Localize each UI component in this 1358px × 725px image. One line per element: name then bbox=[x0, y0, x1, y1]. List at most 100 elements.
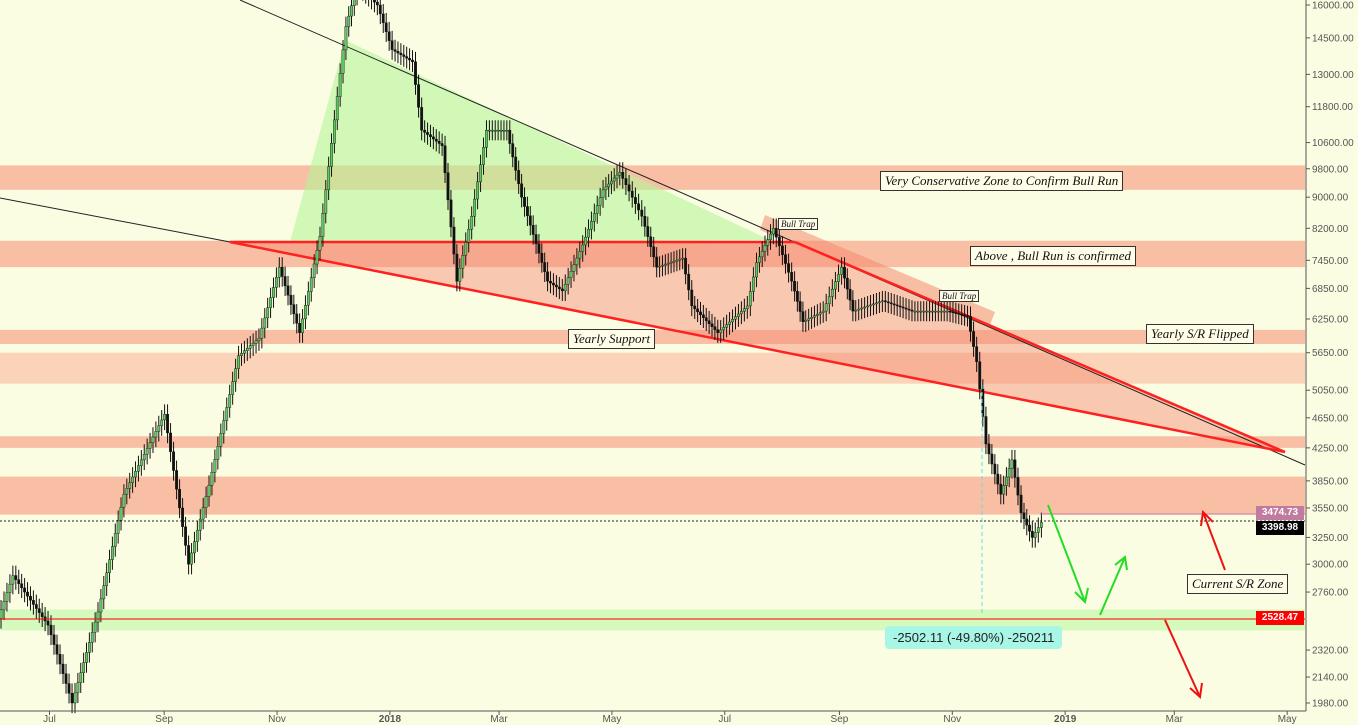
candle-body bbox=[925, 310, 929, 313]
candle-body bbox=[581, 244, 585, 252]
candle-body bbox=[274, 277, 278, 288]
candle-body bbox=[592, 213, 596, 222]
candle-body bbox=[286, 285, 290, 296]
candle-body bbox=[731, 319, 734, 323]
candle-body bbox=[0, 609, 3, 619]
candle-body bbox=[951, 311, 955, 314]
candle-body bbox=[860, 307, 864, 310]
candle-body bbox=[845, 277, 849, 290]
candle-body bbox=[978, 361, 982, 390]
candle-body bbox=[61, 663, 65, 674]
candle-body bbox=[766, 239, 770, 246]
candle-body bbox=[972, 331, 975, 347]
candle-body bbox=[684, 257, 687, 275]
candle-body bbox=[821, 310, 825, 313]
annotation-bull-run: Above , Bull Run is confirmed bbox=[970, 246, 1136, 266]
candle-body bbox=[716, 329, 720, 333]
candle-body bbox=[693, 305, 697, 310]
candle-body bbox=[1028, 524, 1031, 532]
candle-body bbox=[29, 595, 32, 601]
candle-body bbox=[763, 245, 767, 252]
zone bbox=[0, 436, 1305, 448]
candle-body bbox=[76, 682, 80, 694]
candle-body bbox=[907, 308, 911, 311]
time-axis[interactable]: Jul Sep Nov 2018 Mar May Jul Sep Nov 2019 Mar May bbox=[43, 711, 1297, 725]
candle-body bbox=[528, 215, 532, 226]
candle-body bbox=[892, 303, 896, 306]
candle-body bbox=[31, 600, 35, 605]
candle-body bbox=[1033, 532, 1037, 538]
candle-body bbox=[834, 281, 837, 290]
candle-body bbox=[420, 107, 424, 131]
candle-body bbox=[624, 178, 628, 185]
candle-body bbox=[245, 348, 249, 351]
candle-body bbox=[875, 302, 878, 305]
candle-body bbox=[661, 264, 664, 267]
candle-body bbox=[201, 507, 205, 520]
bull-trap-channel bbox=[760, 215, 995, 325]
candle-body bbox=[801, 311, 805, 322]
candle-body bbox=[966, 315, 969, 317]
candle-body bbox=[795, 291, 799, 302]
candle-body bbox=[67, 683, 71, 694]
candle-body bbox=[184, 526, 187, 546]
candle-body bbox=[758, 256, 761, 263]
candle-body bbox=[181, 507, 184, 527]
y-tick-label: 8200.00 bbox=[1312, 224, 1349, 235]
candle-body bbox=[26, 591, 29, 597]
candle-body bbox=[411, 59, 414, 62]
candle-body bbox=[827, 296, 831, 304]
candle-body bbox=[745, 305, 749, 309]
candle-body bbox=[672, 260, 676, 263]
candle-body bbox=[228, 394, 232, 408]
candle-body bbox=[87, 642, 91, 653]
x-tick-label: Nov bbox=[943, 714, 961, 725]
candle-body bbox=[37, 608, 41, 613]
candle-body bbox=[669, 261, 673, 264]
candle-body bbox=[470, 216, 474, 230]
candle-body bbox=[350, 5, 353, 17]
candle-body bbox=[14, 575, 18, 580]
candle-body bbox=[240, 353, 243, 356]
candle-body bbox=[399, 52, 403, 56]
candle-body bbox=[175, 470, 178, 490]
y-tick-label: 9800.00 bbox=[1312, 164, 1349, 175]
candle-body bbox=[434, 138, 438, 142]
candle-body bbox=[128, 482, 132, 489]
candle-body bbox=[993, 463, 997, 475]
candle-body bbox=[373, 0, 376, 3]
price-axis[interactable]: 16000.00 14500.00 13000.00 11800.00 10600.00… bbox=[1306, 1, 1354, 710]
candle-body bbox=[154, 431, 158, 438]
candle-body bbox=[46, 620, 50, 626]
candle-body bbox=[490, 129, 494, 132]
candle-body bbox=[1013, 459, 1017, 478]
candle-body bbox=[488, 129, 491, 132]
candle-body bbox=[928, 310, 931, 313]
candle-body bbox=[49, 624, 53, 636]
candle-body bbox=[843, 266, 846, 279]
candle-body bbox=[604, 186, 608, 191]
candle-body bbox=[569, 270, 573, 278]
candle-body bbox=[79, 672, 83, 683]
candle-body bbox=[1019, 494, 1023, 513]
candle-body bbox=[848, 288, 852, 301]
x-tick-label: May bbox=[602, 714, 621, 725]
candle-body bbox=[880, 300, 884, 303]
candle-body bbox=[93, 621, 97, 633]
candle-body bbox=[931, 310, 934, 313]
trendline-left bbox=[0, 197, 231, 243]
price-label-current: 3398.98 bbox=[1256, 521, 1304, 535]
x-tick-label: May bbox=[1278, 714, 1297, 725]
candle-body bbox=[866, 305, 869, 308]
candle-body bbox=[922, 310, 926, 313]
candle-body bbox=[248, 345, 252, 349]
candle-body bbox=[321, 213, 325, 237]
annotation-conservative: Very Conservative Zone to Confirm Bull R… bbox=[880, 171, 1124, 191]
candle-body bbox=[658, 265, 661, 268]
candle-body bbox=[110, 546, 114, 560]
candle-body bbox=[1022, 512, 1026, 520]
candle-body bbox=[485, 129, 488, 148]
candle-body bbox=[883, 300, 887, 303]
candle-body bbox=[405, 56, 409, 59]
